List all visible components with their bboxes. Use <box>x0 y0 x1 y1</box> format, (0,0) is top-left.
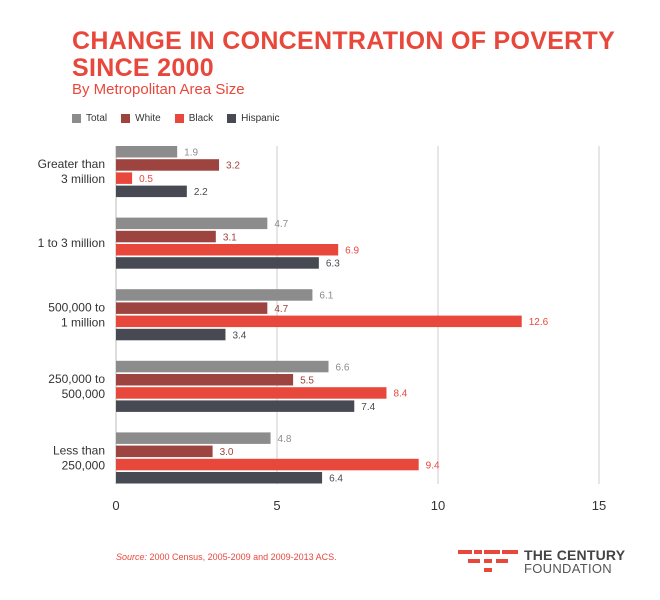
data-label-black-3: 8.4 <box>393 389 407 400</box>
category-label-4-1: 250,000 <box>62 458 106 472</box>
source-note: Source: 2000 Census, 2005-2009 and 2009-… <box>116 552 337 562</box>
data-label-hispanic-3: 7.4 <box>361 402 375 413</box>
bar-white-1 <box>116 230 216 243</box>
legend-item-hispanic: Hispanic <box>227 113 280 124</box>
data-label-black-1: 6.9 <box>345 246 359 257</box>
legend-swatch-white <box>121 114 131 123</box>
data-label-white-2: 4.7 <box>274 304 288 315</box>
bar-black-2 <box>116 315 522 328</box>
century-foundation-logo-icon <box>458 550 518 572</box>
data-label-hispanic-4: 6.4 <box>329 474 343 485</box>
legend-item-white: White <box>121 113 161 124</box>
data-label-hispanic-0: 2.2 <box>194 187 208 198</box>
data-label-total-0: 1.9 <box>184 148 198 159</box>
x-tick-label-5: 5 <box>273 498 280 513</box>
logo-line-1: THE CENTURY <box>524 547 626 563</box>
bar-total-3 <box>116 360 329 373</box>
category-label-2-0: 500,000 to <box>48 300 105 314</box>
data-label-white-0: 3.2 <box>226 161 240 172</box>
category-label-3-1: 500,000 <box>62 387 106 401</box>
category-label-3-0: 250,000 to <box>48 372 105 386</box>
chart-title: CHANGE IN CONCENTRATION OF POVERTY SINCE… <box>72 27 615 82</box>
source-label: Source: <box>116 552 148 562</box>
data-label-total-4: 4.8 <box>278 434 292 445</box>
legend-label-white: White <box>135 113 161 124</box>
legend-label-black: Black <box>188 113 214 124</box>
bar-total-1 <box>116 217 268 230</box>
logo-line-2: FOUNDATION <box>524 561 612 576</box>
bar-black-1 <box>116 244 339 256</box>
data-label-white-3: 5.5 <box>300 376 314 387</box>
data-label-black-4: 9.4 <box>426 460 440 471</box>
legend-item-black: Black <box>174 113 214 124</box>
bar-black-3 <box>116 387 387 399</box>
data-label-white-4: 3.0 <box>220 447 234 458</box>
category-label-2-1: 1 million <box>61 315 105 329</box>
bar-white-2 <box>116 302 268 314</box>
legend-swatch-total <box>72 114 81 123</box>
bar-total-2 <box>116 289 313 301</box>
bar-black-0 <box>116 172 133 184</box>
source-text: 2000 Census, 2005-2009 and 2009-2013 ACS… <box>147 552 337 562</box>
data-label-hispanic-2: 3.4 <box>232 330 246 341</box>
legend-swatch-hispanic <box>227 114 237 123</box>
bar-total-0 <box>116 146 178 158</box>
legend: Total White Black Hispanic <box>72 113 294 124</box>
x-tick-label-15: 15 <box>592 498 606 513</box>
data-label-hispanic-1: 6.3 <box>326 259 340 270</box>
bar-hispanic-0 <box>116 185 187 198</box>
legend-label-hispanic: Hispanic <box>241 113 280 124</box>
bar-hispanic-1 <box>116 257 319 269</box>
chart-subtitle: By Metropolitan Area Size <box>72 81 245 98</box>
category-label-1-0: 1 to 3 million <box>38 236 105 250</box>
bar-white-4 <box>116 445 213 458</box>
bar-white-3 <box>116 374 294 386</box>
century-foundation-logo: THE CENTURY FOUNDATION <box>458 548 625 576</box>
bar-white-0 <box>116 159 220 171</box>
category-label-0-0: Greater than <box>38 157 105 171</box>
category-label-4-0: Less than <box>53 443 105 457</box>
category-label-0-1: 3 million <box>61 172 105 186</box>
data-label-total-1: 4.7 <box>274 219 288 230</box>
legend-item-total: Total <box>72 113 107 124</box>
bar-total-4 <box>116 432 271 444</box>
data-label-total-3: 6.6 <box>336 362 350 373</box>
bar-black-4 <box>116 458 419 471</box>
data-label-total-2: 6.1 <box>319 291 333 302</box>
legend-swatch-black <box>174 114 184 123</box>
data-label-black-2: 12.6 <box>529 317 549 328</box>
bar-hispanic-4 <box>116 472 323 484</box>
x-tick-label-10: 10 <box>431 498 445 513</box>
bar-hispanic-3 <box>116 400 355 412</box>
data-label-white-1: 3.1 <box>223 232 237 243</box>
x-tick-label-0: 0 <box>112 498 119 513</box>
bar-hispanic-2 <box>116 328 226 341</box>
legend-label-total: Total <box>86 113 108 124</box>
data-label-black-0: 0.5 <box>139 174 153 185</box>
